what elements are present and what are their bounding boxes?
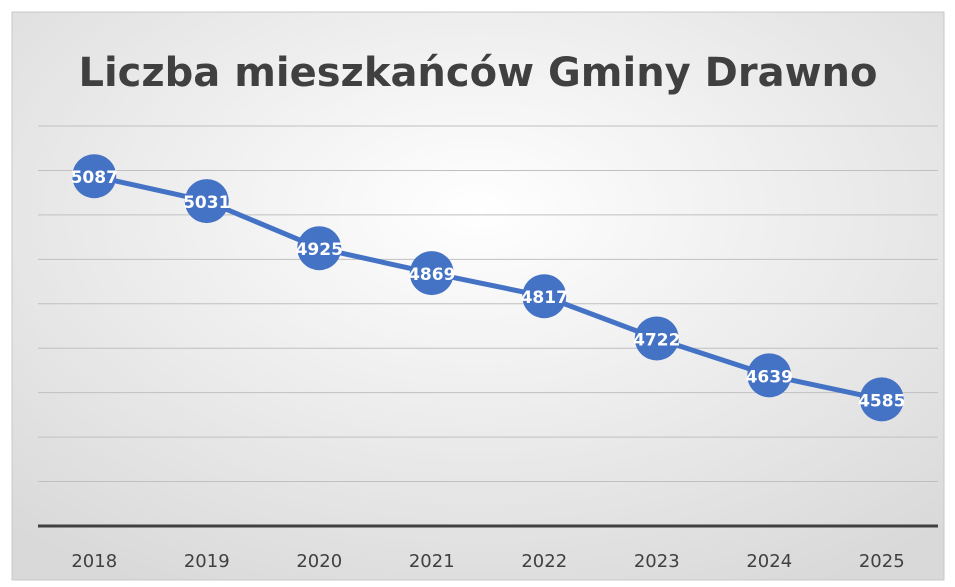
x-tick-label: 2018	[71, 551, 117, 572]
x-tick-label: 2024	[746, 551, 792, 572]
data-point	[184, 179, 229, 224]
data-label: 4639	[746, 367, 793, 387]
x-tick-label: 2021	[409, 551, 455, 572]
data-point	[72, 154, 117, 199]
data-point	[859, 377, 904, 422]
data-point	[297, 226, 342, 271]
data-label: 4585	[858, 391, 905, 411]
x-tick-label: 2020	[296, 551, 342, 572]
data-point	[634, 316, 679, 361]
x-tick-label: 2025	[859, 551, 905, 572]
data-point	[747, 353, 792, 398]
x-tick-label: 2019	[184, 551, 230, 572]
data-label: 5031	[183, 193, 230, 213]
data-label: 4925	[296, 240, 343, 260]
chart-title: Liczba mieszkańców Gminy Drawno	[78, 50, 877, 96]
x-tick-label: 2023	[634, 551, 680, 572]
data-label: 5087	[71, 168, 118, 188]
chart-background	[11, 11, 945, 581]
data-point	[409, 251, 454, 296]
x-tick-label: 2022	[521, 551, 567, 572]
data-label: 4869	[408, 265, 455, 285]
data-point	[522, 274, 567, 319]
data-label: 4722	[633, 330, 680, 350]
data-label: 4817	[521, 288, 568, 308]
